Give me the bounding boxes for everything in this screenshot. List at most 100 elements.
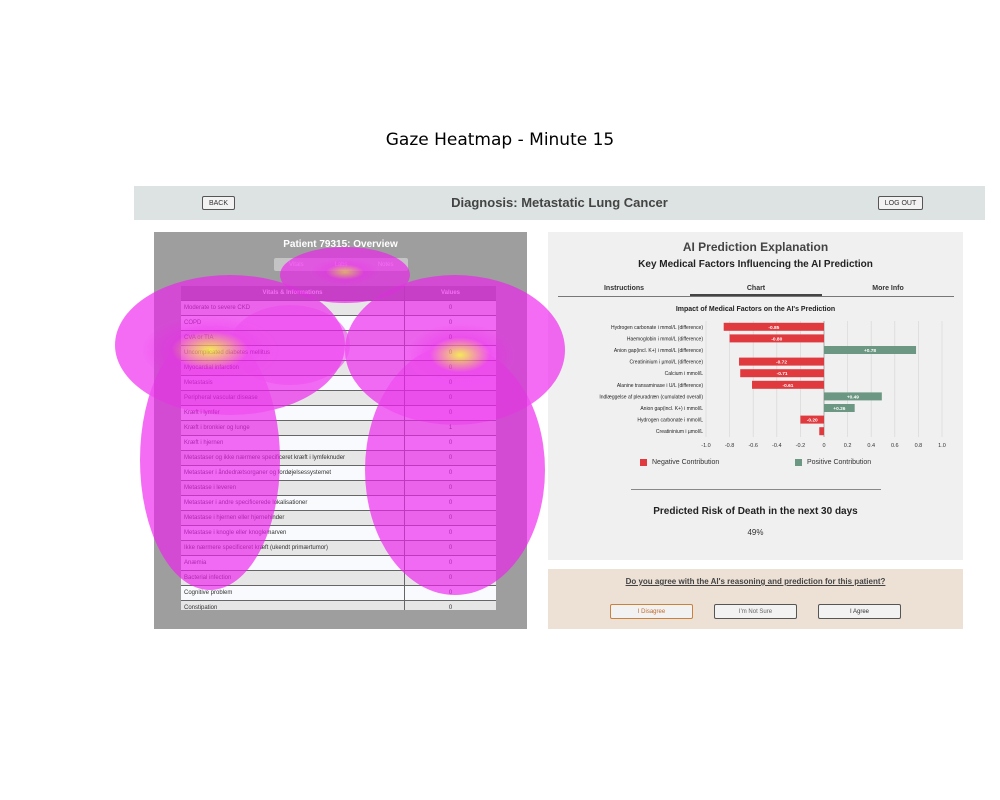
disagree-button[interactable]: I Disagree — [610, 604, 693, 619]
data-label: -0.72 — [776, 360, 787, 366]
column-header-values: Values — [440, 290, 460, 296]
row-value: 0 — [448, 545, 453, 551]
row-value: 0 — [448, 530, 453, 536]
data-label: +0.49 — [847, 394, 859, 400]
x-tick-label: -0.6 — [748, 443, 757, 449]
category-label: Creatininium i µmol/L (difference) — [630, 360, 704, 366]
figure-title: Gaze Heatmap - Minute 15 — [385, 130, 615, 150]
row-label: Metastase i knogle eller knoglemarven — [181, 526, 405, 540]
data-label: -0.71 — [777, 371, 788, 377]
agree-button[interactable]: I Agree — [818, 604, 901, 619]
risk-title: Predicted Risk of Death in the next 30 d… — [653, 506, 858, 517]
data-label: -0.20 — [807, 418, 818, 424]
row-value: 0 — [448, 335, 453, 341]
back-button[interactable]: BACK — [202, 196, 235, 210]
tab-labs[interactable]: Labs — [334, 261, 348, 268]
row-label: COPD — [181, 316, 405, 330]
bar — [824, 404, 855, 412]
x-tick-label: 0.8 — [915, 443, 923, 449]
table-row: Moderate to severe CKD 0 — [181, 301, 496, 316]
row-label: Ikke nærmere specificeret kræft (ukendt … — [181, 541, 405, 555]
table-row: Metastase i hjernen eller hjernehinder 0 — [181, 511, 496, 526]
table-row: Metastase i leveren 0 — [181, 481, 496, 496]
table-row: Metastaser i andre specificerede lokalis… — [181, 496, 496, 511]
x-tick-label: 0 — [822, 443, 825, 449]
bar — [824, 392, 882, 401]
column-header-vitals: Vitals & Informations — [181, 286, 405, 300]
row-label: Moderate to severe CKD — [181, 301, 405, 315]
tab-vitals[interactable]: Vitals — [289, 261, 304, 268]
table-row: COPD 0 — [181, 316, 496, 331]
table-row: Cognitive problem 0 — [181, 586, 496, 601]
row-label: Metastaser og ikke nærmere specificeret … — [181, 451, 405, 465]
data-label: -0.85 — [768, 325, 779, 331]
logout-button[interactable]: LOG OUT — [878, 196, 923, 210]
row-value: 0 — [448, 515, 453, 521]
row-value: 0 — [448, 575, 453, 581]
vitals-table[interactable]: Vitals & Informations Values Moderate to… — [181, 286, 496, 610]
agreement-question: Do you agree with the AI's reasoning and… — [625, 577, 886, 586]
table-row: Kræft i bronkier og lunge 1 — [181, 421, 496, 436]
category-label: Hydrogen carbonate i mmol/L (difference) — [611, 325, 703, 331]
row-label: Metastaser i andre specificerede lokalis… — [181, 496, 405, 510]
x-tick-label: 1.0 — [938, 443, 946, 449]
row-value: 1 — [448, 425, 453, 431]
table-row: Constipation 0 — [181, 601, 496, 610]
tab-notes[interactable]: Notes — [377, 261, 394, 268]
bar — [740, 369, 824, 378]
category-label: Alanine transaminase i U/L (difference) — [617, 383, 703, 389]
explanation-tabs: Instructions Chart More Info — [558, 282, 954, 297]
tab-more-info[interactable]: More Info — [872, 285, 904, 292]
page-title: Diagnosis: Metastatic Lung Cancer — [451, 195, 668, 210]
table-row: CVA or TIA 0 — [181, 331, 496, 346]
tab-chart[interactable]: Chart — [690, 282, 822, 296]
row-value: 0 — [448, 365, 453, 371]
row-label: Constipation — [181, 601, 405, 610]
table-row: Metastase i knogle eller knoglemarven 0 — [181, 526, 496, 541]
category-label: Haemoglobin i mmol/L (difference) — [627, 336, 703, 342]
row-value: 0 — [448, 470, 453, 476]
row-label: Bacterial infection — [181, 571, 405, 585]
row-label: Kræft i lymfer — [181, 406, 405, 420]
data-label: -0.61 — [783, 383, 794, 389]
row-value: 0 — [448, 380, 453, 386]
explanation-subtitle: Key Medical Factors Influencing the AI P… — [638, 259, 873, 270]
bar — [819, 427, 824, 436]
tab-instructions[interactable]: Instructions — [603, 285, 645, 292]
row-label: Kræft i bronkier og lunge — [181, 421, 405, 435]
data-label: -0.80 — [771, 336, 782, 342]
patient-title: Patient 79315: Overview — [283, 239, 398, 250]
bar — [739, 357, 824, 366]
table-header-row: Vitals & Informations Values — [181, 286, 496, 301]
category-label: Indlæggelse af pleuradræn (cumulated ove… — [599, 394, 703, 400]
row-label: Metastase i leveren — [181, 481, 405, 495]
x-tick-label: -1.0 — [701, 443, 710, 449]
ai-explanation-panel: AI Prediction Explanation Key Medical Fa… — [548, 232, 963, 560]
patient-overview-panel: Patient 79315: Overview Vitals Labs Note… — [154, 232, 527, 629]
legend-negative-swatch — [640, 459, 647, 466]
row-value: 0 — [448, 560, 453, 566]
table-row: Metastasis 0 — [181, 376, 496, 391]
bar — [752, 380, 824, 389]
row-label: Metastasis — [181, 376, 405, 390]
row-value: 0 — [448, 320, 453, 326]
legend-positive: Positive Contribution — [795, 459, 871, 466]
table-row: Myocardial infarction 0 — [181, 361, 496, 376]
table-row: Bacterial infection 0 — [181, 571, 496, 586]
row-value: 0 — [448, 395, 453, 401]
table-row: Metastaser og ikke nærmere specificeret … — [181, 451, 496, 466]
not-sure-button[interactable]: I'm Not Sure — [714, 604, 797, 619]
x-tick-label: 0.6 — [891, 443, 899, 449]
row-label: Cognitive problem — [181, 586, 405, 600]
chart-title: Impact of Medical Factors on the AI's Pr… — [675, 306, 836, 313]
row-label: Metastase i hjernen eller hjernehinder — [181, 511, 405, 525]
explanation-title: AI Prediction Explanation — [682, 240, 829, 254]
app-screenshot: BACK Diagnosis: Metastatic Lung Cancer L… — [134, 186, 985, 629]
row-value: 0 — [448, 440, 453, 446]
row-value: 0 — [448, 410, 453, 416]
row-label: Metastaser i åndedrætsorganer og fordøje… — [181, 466, 405, 480]
table-row: Kræft i hjernen 0 — [181, 436, 496, 451]
risk-value: 49% — [747, 528, 764, 537]
table-row: Peripheral vascular disease 0 — [181, 391, 496, 406]
x-tick-label: -0.8 — [725, 443, 734, 449]
